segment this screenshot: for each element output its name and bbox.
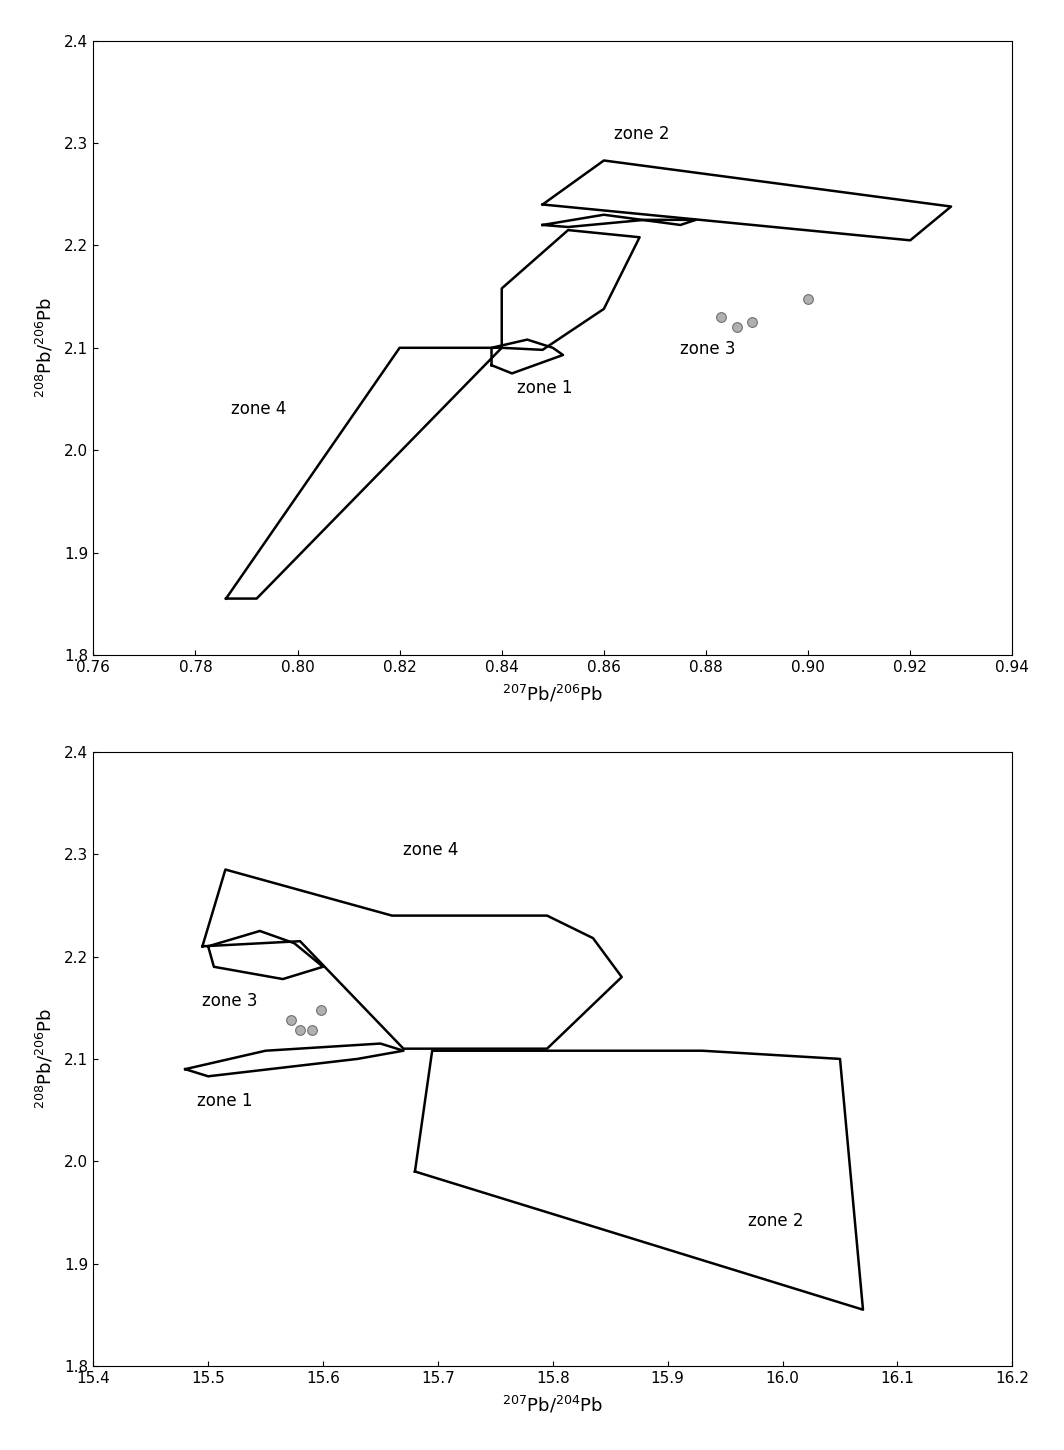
Text: zone 2: zone 2 [748, 1212, 803, 1231]
Y-axis label: $^{208}$Pb/$^{206}$Pb: $^{208}$Pb/$^{206}$Pb [35, 1008, 55, 1109]
Text: zone 1: zone 1 [197, 1092, 252, 1109]
Text: zone 3: zone 3 [202, 992, 257, 1011]
Text: zone 3: zone 3 [681, 339, 736, 358]
X-axis label: $^{207}$Pb/$^{206}$Pb: $^{207}$Pb/$^{206}$Pb [502, 683, 603, 705]
Text: zone 1: zone 1 [517, 378, 572, 396]
Text: zone 4: zone 4 [231, 400, 286, 418]
Text: zone 2: zone 2 [614, 125, 669, 144]
Text: zone 4: zone 4 [403, 841, 459, 860]
Y-axis label: $^{208}$Pb/$^{206}$Pb: $^{208}$Pb/$^{206}$Pb [35, 297, 55, 399]
X-axis label: $^{207}$Pb/$^{204}$Pb: $^{207}$Pb/$^{204}$Pb [502, 1395, 603, 1415]
